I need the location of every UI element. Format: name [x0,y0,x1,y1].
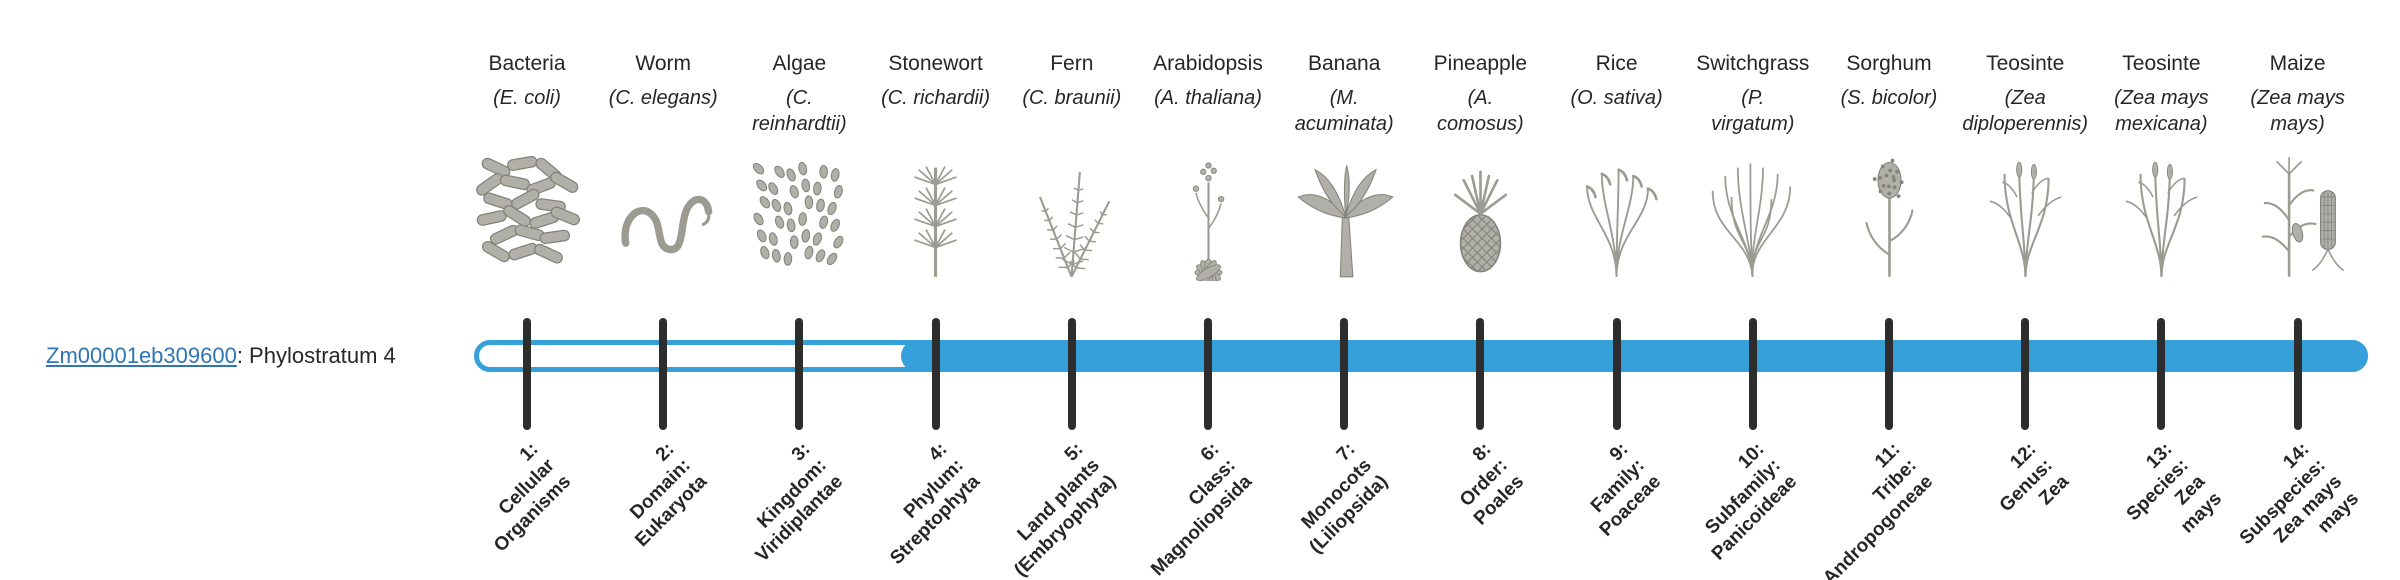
stonewort-illustration-icon [861,143,1011,281]
pineapple-illustration-icon [1405,143,1555,281]
species-column-bacteria: Bacteria (E. coli) [452,52,602,281]
phylostratum-tick [2157,318,2166,430]
phylostratum-tick [1204,318,1212,430]
species-scientific-name: (Zea mays mexicana) [2114,87,2209,135]
phylostratum-tick [523,318,531,430]
phylostratum-tick [1340,318,1349,430]
species-column-rice: Rice (O. sativa) [1542,52,1692,281]
phylostratum-tick [1885,318,1893,430]
species-scientific-name: (C. reinhardtii) [752,87,847,135]
species-scientific-name: (O. sativa) [1570,87,1663,109]
species-column-algae: Algae (C. reinhardtii) [724,52,874,281]
species-scientific-name: (A. comosus) [1437,87,1524,135]
species-scientific-name: (C. elegans) [608,87,718,109]
species-column-switchgrass: Switchgrass (P. virgatum) [1678,52,1828,281]
species-scientific-name: (C. richardii) [881,87,991,109]
maize-illustration-icon [2223,143,2373,281]
phylostratum-tick [1612,318,1621,430]
timeline-bar-fill [900,340,2368,372]
species-name: Fern [1050,52,1094,75]
switchgrass-illustration-icon [1678,143,1828,281]
phylostratum-tick [1476,318,1485,430]
gene-annotation: : Phylostratum 4 [236,343,396,368]
species-column-arabidopsis: Arabidopsis (A. thaliana) [1133,52,1283,281]
species-name: Rice [1595,52,1638,75]
species-name: Algae [772,52,827,75]
species-column-pineapple: Pineapple (A. comosus) [1405,52,1555,281]
species-column-sorghum: Sorghum (S. bicolor) [1814,52,1964,281]
species-column-maize: Maize (Zea mays mays) [2223,52,2373,281]
species-column-worm: Worm (C. elegans) [588,52,738,281]
phylostratum-tick [1748,318,1757,430]
teosinte-illustration-icon [2086,143,2236,281]
species-name: Sorghum [1846,52,1932,75]
bacteria-illustration-icon [452,143,602,281]
rice-illustration-icon [1542,143,1692,281]
species-scientific-name: (S. bicolor) [1840,87,1938,109]
phylostratum-tick [2021,318,2030,430]
sorghum-illustration-icon [1814,143,1964,281]
species-scientific-name: (C. braunii) [1022,87,1122,109]
gene-label: Zm00001eb309600: Phylostratum 4 [46,343,396,369]
species-name: Worm [635,52,691,75]
species-name: Teosinte [2122,52,2201,75]
worm-illustration-icon [588,143,738,281]
species-column-stonewort: Stonewort (C. richardii) [861,52,1011,281]
species-column-teosinte: Teosinte (Zea diploperennis) [1950,52,2100,281]
species-scientific-name: (E. coli) [493,87,561,109]
teosinte-illustration-icon [1950,143,2100,281]
species-name: Pineapple [1433,52,1528,75]
species-name: Banana [1307,52,1381,75]
fern-illustration-icon [997,143,1147,281]
species-name: Stonewort [888,52,983,75]
species-name: Teosinte [1986,52,2065,75]
species-scientific-name: (M. acuminata) [1294,87,1394,135]
species-scientific-name: (A. thaliana) [1154,87,1262,109]
species-name: Arabidopsis [1153,52,1263,75]
species-name: Bacteria [488,52,566,75]
arabidopsis-illustration-icon [1133,143,1283,281]
phylostratum-tick [795,318,804,430]
species-column-fern: Fern (C. braunii) [997,52,1147,281]
gene-link[interactable]: Zm00001eb309600 [46,343,237,368]
species-name: Maize [2269,52,2326,75]
phylostratum-tick [1067,318,1076,430]
species-scientific-name: (Zea mays mays) [2250,87,2345,135]
phylostratum-tick [659,318,668,430]
species-scientific-name: (P. virgatum) [1711,87,1795,135]
species-name: Switchgrass [1696,52,1810,75]
algae-illustration-icon [724,143,874,281]
species-column-teosinte: Teosinte (Zea mays mexicana) [2086,52,2236,281]
species-scientific-name: (Zea diploperennis) [1962,87,2088,135]
phylostratum-tick [931,318,940,430]
banana-illustration-icon [1269,143,1419,281]
phylostratum-tick [2293,318,2302,430]
species-column-banana: Banana (M. acuminata) [1269,52,1419,281]
